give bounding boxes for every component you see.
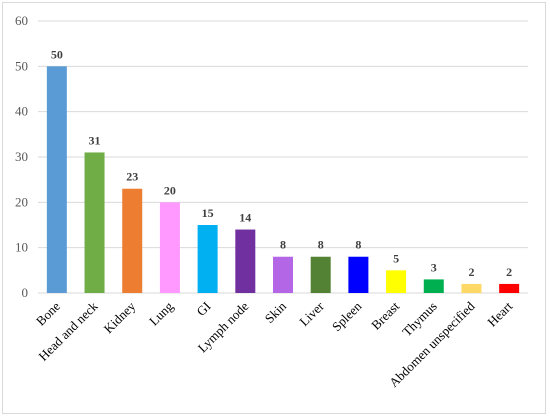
data-label: 8 xyxy=(318,238,324,252)
bar xyxy=(310,256,331,293)
bar xyxy=(423,279,444,293)
data-label: 20 xyxy=(164,183,176,197)
x-tick-label: GI xyxy=(193,299,213,319)
bars xyxy=(46,66,520,293)
bar xyxy=(499,283,520,293)
bar xyxy=(159,202,180,293)
x-tick-label: Breast xyxy=(368,298,402,332)
data-label: 3 xyxy=(431,260,437,274)
y-tick-label: 20 xyxy=(15,194,28,209)
x-tick-label: Heart xyxy=(484,298,515,329)
bar xyxy=(197,225,218,293)
y-tick-label: 60 xyxy=(15,13,28,28)
y-axis-ticks: 0 10 20 30 40 50 60 xyxy=(15,13,28,300)
bar xyxy=(461,283,482,293)
data-label: 2 xyxy=(506,265,512,279)
x-tick-label: Bone xyxy=(33,298,63,328)
data-label: 23 xyxy=(126,170,138,184)
x-tick-label: Lung xyxy=(146,298,176,328)
x-tick-label: Kidney xyxy=(101,298,139,336)
data-label: 2 xyxy=(468,265,474,279)
bar xyxy=(348,256,369,293)
data-label: 50 xyxy=(51,47,63,61)
data-label: 31 xyxy=(89,133,101,147)
y-tick-label: 50 xyxy=(15,58,28,73)
x-tick-label: Skin xyxy=(262,298,290,326)
data-labels: 50 31 23 20 15 14 8 8 8 5 3 2 2 xyxy=(51,47,512,279)
bar xyxy=(84,152,105,293)
data-label: 15 xyxy=(202,206,214,220)
y-tick-label: 40 xyxy=(15,104,28,119)
y-tick-label: 0 xyxy=(22,285,29,300)
bar xyxy=(273,256,293,293)
bar xyxy=(386,270,407,293)
data-label: 8 xyxy=(280,238,286,252)
x-tick-label: Liver xyxy=(296,298,327,329)
y-tick-label: 10 xyxy=(15,240,28,255)
data-label: 5 xyxy=(393,251,399,265)
data-label: 14 xyxy=(239,211,251,225)
bar xyxy=(122,188,143,293)
data-label: 8 xyxy=(355,238,361,252)
y-tick-label: 30 xyxy=(15,149,28,164)
gridlines xyxy=(38,20,528,294)
bar xyxy=(235,229,256,293)
x-tick-label: Spleen xyxy=(329,298,365,334)
bar xyxy=(46,66,67,293)
